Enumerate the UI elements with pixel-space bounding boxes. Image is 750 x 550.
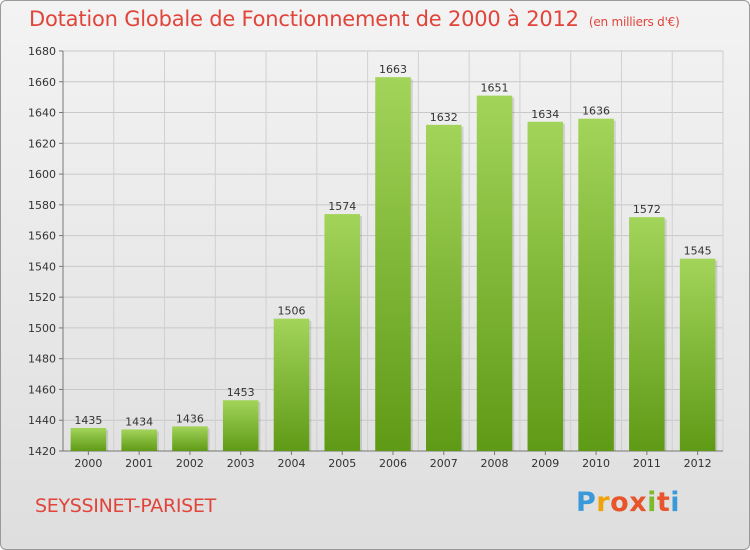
x-tick-label-2008: 2008 <box>481 457 509 470</box>
value-label-2003: 1453 <box>227 386 255 399</box>
bar-2010 <box>578 118 614 451</box>
y-tick-label: 1640 <box>28 107 56 120</box>
logo-letter: r <box>596 487 611 518</box>
chart-title-text: Dotation Globale de Fonctionnement de 20… <box>29 7 579 31</box>
value-label-2002: 1436 <box>176 412 204 425</box>
x-tick-label-2001: 2001 <box>125 457 153 470</box>
y-tick-label: 1480 <box>28 353 56 366</box>
proxiti-logo[interactable]: Proxiti <box>576 487 680 518</box>
x-tick-label-2003: 2003 <box>227 457 255 470</box>
value-label-2000: 1435 <box>74 414 102 427</box>
y-tick-label: 1660 <box>28 76 56 89</box>
x-tick-label-2011: 2011 <box>633 457 661 470</box>
y-tick-label: 1500 <box>28 322 56 335</box>
bar-2007 <box>426 124 462 451</box>
y-tick-label: 1420 <box>28 445 56 458</box>
bar-2012 <box>679 258 716 451</box>
x-tick-label-2002: 2002 <box>176 457 204 470</box>
bar-2004 <box>273 318 310 451</box>
logo-letter: P <box>576 487 597 518</box>
bar-2002 <box>172 426 208 451</box>
y-tick-label: 1600 <box>28 168 56 181</box>
bar-2000 <box>70 427 107 451</box>
bar-2006 <box>375 77 411 452</box>
value-label-2008: 1651 <box>481 82 509 95</box>
bar-2001 <box>121 429 157 451</box>
value-label-2009: 1634 <box>531 108 559 121</box>
y-tick-label: 1680 <box>28 45 56 58</box>
commune-name: SEYSSINET-PARISET <box>35 495 216 517</box>
y-tick-label: 1620 <box>28 137 56 150</box>
chart-title: Dotation Globale de Fonctionnement de 20… <box>29 7 680 31</box>
value-label-2012: 1545 <box>684 245 712 258</box>
y-tick-label: 1460 <box>28 383 56 396</box>
x-tick-label-2012: 2012 <box>684 457 712 470</box>
logo-letter: t <box>656 487 671 518</box>
bar-2009 <box>527 121 564 452</box>
logo-letter: x <box>629 487 648 518</box>
logo-letter: i <box>647 487 657 518</box>
value-label-2006: 1663 <box>379 63 407 76</box>
y-tick-label: 1520 <box>28 291 56 304</box>
logo-letter: o <box>610 487 630 518</box>
bar-2003 <box>222 400 259 451</box>
bar-2005 <box>324 214 360 451</box>
x-tick-label-2004: 2004 <box>277 457 305 470</box>
value-label-2001: 1434 <box>125 415 153 428</box>
chart-unit: (en milliers d'€) <box>588 15 680 29</box>
y-tick-label: 1440 <box>28 414 56 427</box>
value-label-2010: 1636 <box>582 105 610 118</box>
value-label-2011: 1572 <box>633 203 661 216</box>
value-label-2004: 1506 <box>277 305 305 318</box>
y-tick-label: 1540 <box>28 260 56 273</box>
bar-2008 <box>476 95 513 451</box>
x-tick-label-2000: 2000 <box>74 457 102 470</box>
x-tick-label-2007: 2007 <box>430 457 458 470</box>
bar-2011 <box>629 217 665 451</box>
value-label-2005: 1574 <box>328 200 356 213</box>
x-tick-label-2006: 2006 <box>379 457 407 470</box>
x-tick-label-2005: 2005 <box>328 457 356 470</box>
x-tick-label-2010: 2010 <box>582 457 610 470</box>
y-tick-label: 1580 <box>28 199 56 212</box>
logo-letter: i <box>670 487 681 518</box>
value-label-2007: 1632 <box>430 111 458 124</box>
x-tick-label-2009: 2009 <box>531 457 559 470</box>
y-tick-label: 1560 <box>28 230 56 243</box>
